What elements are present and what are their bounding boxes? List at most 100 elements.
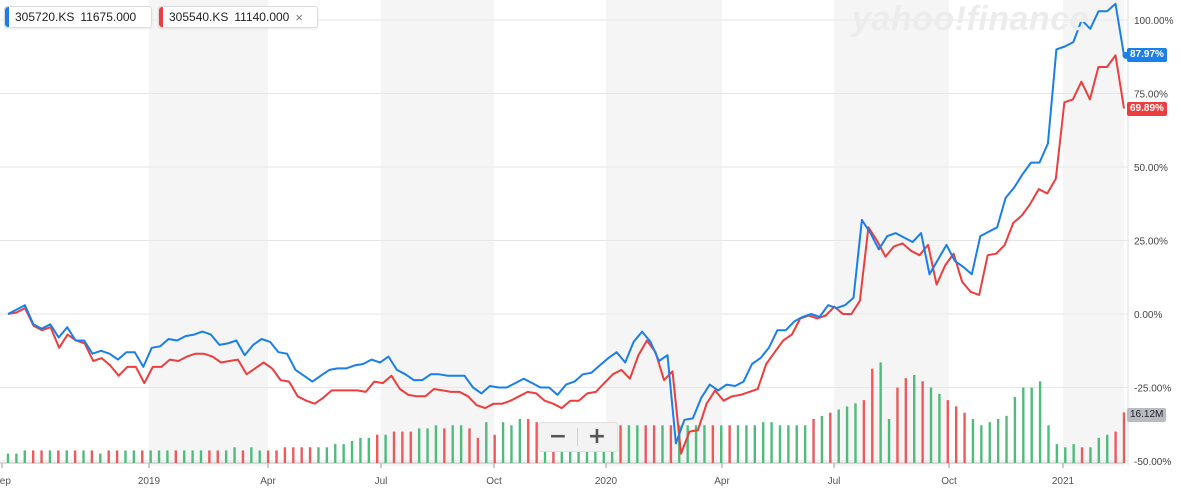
volume-bar [518,419,522,463]
volume-bar [426,428,429,463]
volume-bar [1080,447,1084,463]
volume-bar [1106,434,1109,463]
volume-bar [292,447,295,463]
volume-bar [384,434,387,463]
volume-bar [1072,444,1075,463]
volume-bar [501,422,505,463]
legend-item-305720[interactable]: 305720.KS 11675.000 [4,6,152,28]
volume-bar [115,450,119,463]
volume-bar [73,450,77,463]
yahoo-finance-watermark: yahoo!finance [852,0,1089,38]
volume-bar [157,450,161,463]
time-bands [149,0,1124,466]
volume-bar [954,406,958,463]
volume-bar [216,450,219,463]
y-tick-label: -25.00% [1134,384,1171,395]
volume-bar [871,368,874,463]
legend-symbol: 305540.KS [169,10,229,24]
volume-bar [636,425,639,463]
volume-bar [65,450,68,463]
volume-bar [250,447,253,463]
series-line-2 [7,54,1125,455]
volume-bar [1005,415,1008,463]
volume-bar [1064,447,1067,463]
volume-bar [845,406,849,463]
volume-bar [996,419,1000,463]
volume-bar [6,453,10,463]
legend-item-305540[interactable]: 305540.KS 11140.000 × [158,6,318,28]
volume-bar [803,425,807,463]
volume-last-value-tag: 16.12M [1127,408,1167,422]
zoom-divider [577,428,578,446]
volume-bar [1022,387,1025,463]
volume-bar [527,419,530,463]
volume-bar [493,434,496,463]
volume-bar [359,437,362,463]
volume-bar [191,450,194,463]
time-band [381,0,494,466]
zoom-out-button[interactable]: − [539,423,577,451]
volume-bar [820,415,824,463]
volume-bar [376,434,379,463]
volume-bar [913,375,916,463]
volume-bar [443,428,446,463]
time-band [606,0,722,466]
volume-bar [258,450,261,463]
volume-bar [988,422,991,463]
volume-bar [745,425,748,463]
x-tick-label: 2020 [595,476,618,487]
volume-bar [837,409,840,463]
volume-bar [459,425,463,463]
x-tick-label: 2021 [1052,476,1075,487]
x-tick-label: Oct [941,476,957,487]
volume-bar [896,387,899,463]
volume-bar [795,425,798,463]
volume-bar [15,453,18,463]
x-tick-label: Oct [486,476,502,487]
series2-last-value-tag: 69.89% [1127,101,1167,116]
volume-bar [854,403,857,463]
volume-bar [703,425,706,463]
volume-bar [938,393,941,463]
volume-bar [1055,444,1059,463]
zoom-in-button[interactable]: + [578,423,616,451]
legend-symbol: 305720.KS [15,10,75,24]
series1-swatch [5,7,9,27]
series-line-1 [7,2,1125,445]
volume-bar [57,450,60,463]
volume-bar [971,419,975,463]
volume-bar [99,453,102,463]
volume-bar [40,450,43,463]
x-axis-labels: Sep 2019 Apr Jul Oct 2020 Apr Jul Oct 2021 [0,462,1124,487]
volume-bar [535,422,538,463]
x-tick-label: 2019 [138,476,161,487]
y-tick-label: 75.00% [1134,90,1168,101]
volume-bar [694,425,698,463]
y-tick-label: 0.00% [1134,310,1162,321]
time-band [149,0,268,466]
x-tick-label: Jul [375,476,388,487]
volume-bar [946,400,949,463]
volume-bar [720,425,723,463]
close-icon[interactable]: × [295,9,303,25]
volume-bar [1114,431,1117,463]
volume-bar [619,425,622,463]
volume-bar [149,450,152,463]
volume-bar [183,450,186,463]
volume-bar [770,422,773,463]
volume-bar [963,412,966,463]
y-tick-label: 100.00% [1134,16,1174,27]
volume-bar [711,425,715,463]
y-tick-label: 50.00% [1134,163,1168,174]
volume-bar [753,425,756,463]
volume-bar [124,450,127,463]
volume-bar [686,425,689,463]
volume-bar [409,431,412,463]
volume-bar [417,428,421,463]
volume-bar [1047,425,1050,463]
volume-bar [283,447,287,463]
volume-bar [300,447,303,463]
volume-bar [350,441,354,463]
volume-bar [812,419,815,463]
